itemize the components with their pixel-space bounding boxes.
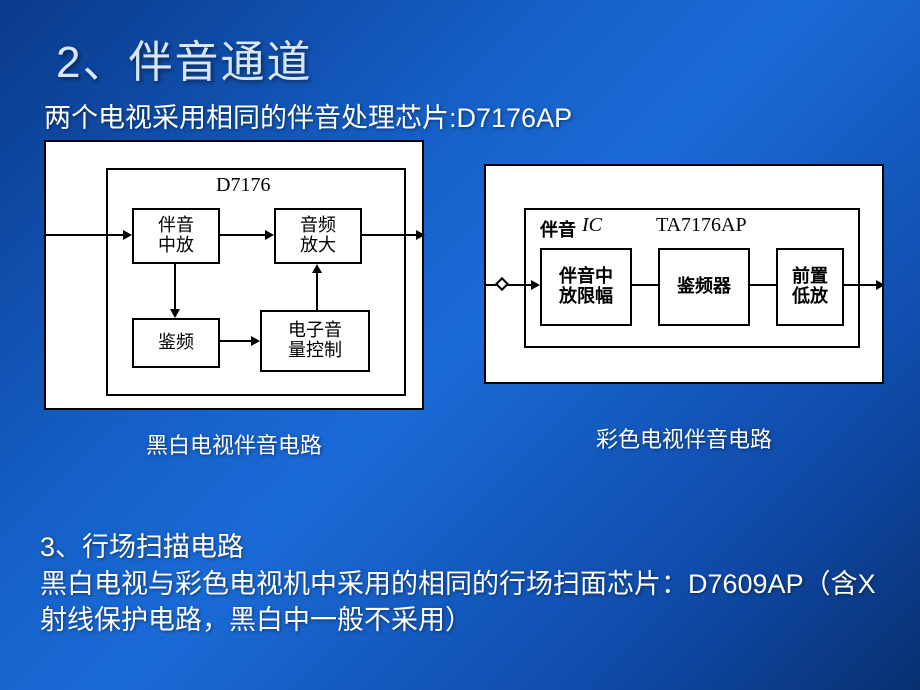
arrow-a-c-head: [170, 309, 180, 318]
block-a-right: 伴音中 放限幅: [540, 248, 632, 326]
arrow-a-b: [220, 234, 266, 236]
block-d-left: 电子音 量控制: [260, 310, 370, 372]
arrow-a-c: [174, 264, 176, 310]
arrow-in-right: [486, 284, 532, 286]
block-b-right: 鉴频器: [658, 248, 750, 326]
block-b-left: 音频 放大: [274, 208, 362, 264]
arrow-ab-right: [632, 284, 658, 286]
caption-left: 黑白电视伴音电路: [146, 428, 322, 460]
chip-label-right-part: TA7176AP: [656, 214, 747, 237]
section3-body: 黑白电视与彩色电视机中采用的相同的行场扫面芯片：D7609AP（含X射线保护电路…: [40, 566, 890, 639]
arrow-out-left: [362, 234, 424, 236]
caption-right: 彩色电视伴音电路: [596, 422, 772, 454]
arrow-bc-right: [750, 284, 776, 286]
arrow-c-d: [220, 340, 252, 342]
diagram-left: D7176 伴音 中放 音频 放大 鉴频 电子音 量控制: [44, 140, 424, 410]
slide-subtitle: 两个电视采用相同的伴音处理芯片:D7176AP: [44, 96, 572, 135]
arrow-d-b: [316, 272, 318, 310]
block-c-right: 前置 低放: [776, 248, 844, 326]
slide-title: 2、伴音通道: [56, 26, 312, 90]
arrow-a-b-head: [265, 230, 274, 240]
arrow-in-head-left: [123, 230, 132, 240]
input-diamond-icon: [495, 277, 509, 291]
arrow-in-left: [46, 234, 124, 236]
diagram-right: 伴音 IC TA7176AP 伴音中 放限幅 鉴频器 前置 低放: [484, 164, 884, 384]
arrow-c-d-head: [251, 336, 260, 346]
arrow-out-head-right: [876, 280, 885, 290]
arrow-d-b-head: [312, 264, 322, 273]
chip-label-left: D7176: [216, 174, 270, 197]
arrow-out-head-left: [416, 230, 425, 240]
block-a-left: 伴音 中放: [132, 208, 220, 264]
diagrams-row: D7176 伴音 中放 音频 放大 鉴频 电子音 量控制: [44, 140, 890, 460]
chip-label-right-prefix: 伴音: [540, 216, 576, 242]
section3-title: 3、行场扫描电路: [40, 525, 244, 564]
block-c-left: 鉴频: [132, 318, 220, 368]
diagram-left-wrap: D7176 伴音 中放 音频 放大 鉴频 电子音 量控制: [44, 140, 424, 460]
arrow-in-head-right: [531, 280, 540, 290]
chip-label-right-ic: IC: [582, 214, 602, 237]
diagram-right-wrap: 伴音 IC TA7176AP 伴音中 放限幅 鉴频器 前置 低放 彩色电视伴音电…: [484, 140, 884, 454]
